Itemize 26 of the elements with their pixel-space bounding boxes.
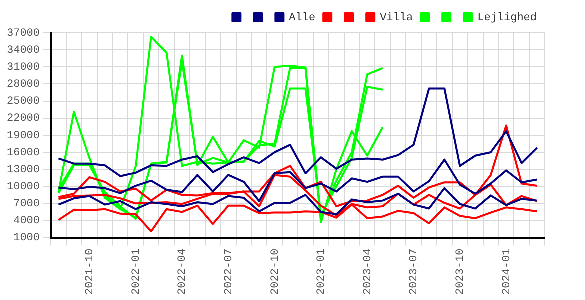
y-tick-label: 7000 bbox=[14, 198, 40, 211]
legend-label: Alle bbox=[289, 12, 316, 24]
x-tick-label: 2023-01 bbox=[316, 248, 328, 296]
x-tick-label: 2022-07 bbox=[223, 248, 236, 296]
legend-label: Villa bbox=[380, 12, 414, 24]
y-tick-label: 1000 bbox=[14, 232, 40, 245]
x-tick-label: 2022-04 bbox=[177, 248, 190, 296]
y-tick-label: 25000 bbox=[6, 96, 40, 108]
y-tick-label: 37000 bbox=[6, 28, 40, 40]
x-tick-label: 2021-10 bbox=[84, 248, 97, 296]
legend-label: Lejlighed bbox=[478, 12, 538, 24]
y-tick-label: 10000 bbox=[6, 182, 40, 194]
y-tick-label: 4000 bbox=[14, 216, 40, 228]
y-tick-label: 16000 bbox=[6, 147, 40, 160]
y-tick-label: 13000 bbox=[6, 164, 40, 176]
x-tick-label: 2022-01 bbox=[130, 248, 143, 296]
x-tick-label: 2023-04 bbox=[362, 248, 374, 296]
y-tick-label: 34000 bbox=[6, 44, 40, 57]
x-tick-label: 2023-07 bbox=[408, 248, 421, 296]
y-tick-label: 31000 bbox=[6, 62, 40, 74]
x-tick-label: 2022-10 bbox=[270, 248, 282, 296]
y-tick-label: 22000 bbox=[6, 113, 40, 126]
x-tick-label: 2023-10 bbox=[455, 248, 467, 296]
y-tick-label: 19000 bbox=[6, 130, 40, 142]
y-tick-label: 28000 bbox=[6, 79, 40, 92]
x-tick-label: 2024-01 bbox=[501, 248, 514, 296]
